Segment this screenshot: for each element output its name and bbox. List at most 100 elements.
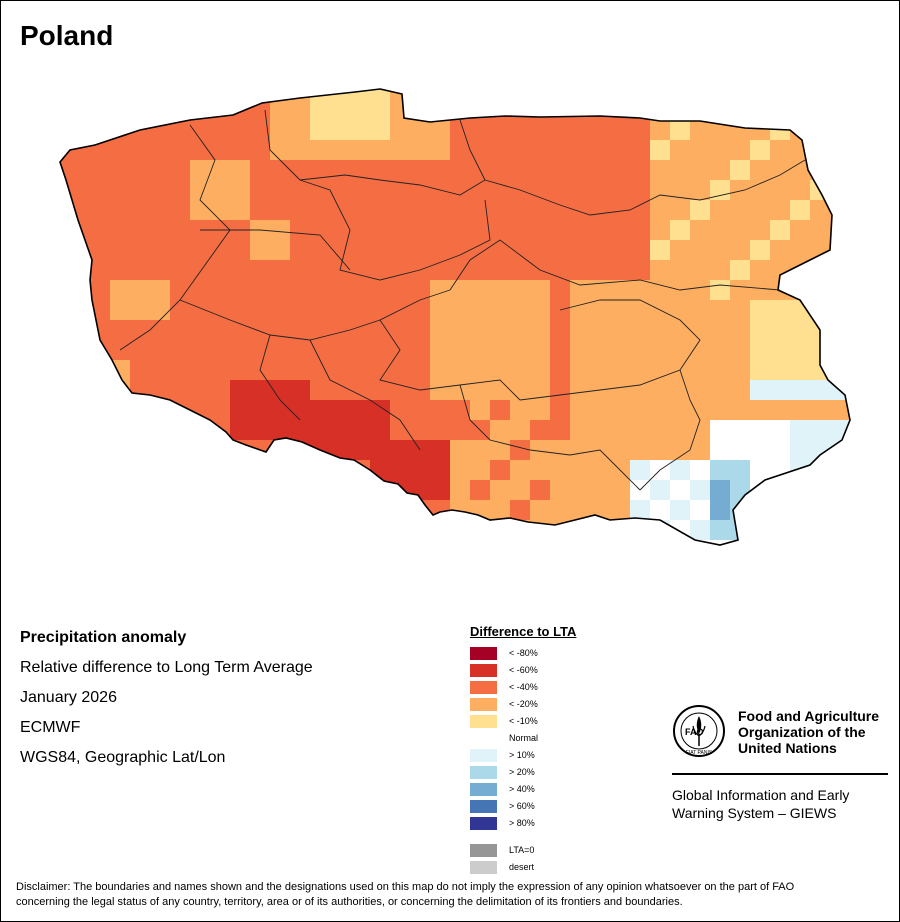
grid-cell xyxy=(570,300,591,321)
grid-cell xyxy=(490,340,511,361)
legend-swatch xyxy=(470,766,497,779)
grid-cell xyxy=(590,540,611,545)
grid-cell xyxy=(250,480,271,501)
grid-cell xyxy=(250,320,271,341)
grid-cell xyxy=(530,160,551,181)
grid-cell xyxy=(770,520,791,541)
grid-cell xyxy=(830,540,850,545)
grid-cell xyxy=(430,340,451,361)
grid-cell xyxy=(810,520,831,541)
grid-cell xyxy=(570,140,591,161)
grid-cell xyxy=(370,89,391,101)
grid-cell xyxy=(470,440,491,461)
grid-cell xyxy=(130,180,151,201)
grid-cell xyxy=(230,140,251,161)
grid-cell xyxy=(250,280,271,301)
legend-item: < -80% xyxy=(470,645,576,662)
grid-cell xyxy=(610,89,631,101)
grid-cell xyxy=(270,89,291,101)
grid-cell xyxy=(250,140,271,161)
grid-cell xyxy=(650,180,671,201)
grid-cell xyxy=(630,400,651,421)
grid-cell xyxy=(170,340,191,361)
grid-cell xyxy=(60,200,71,221)
grid-cell xyxy=(210,500,231,521)
legend-item: > 20% xyxy=(470,764,576,781)
legend-items: < -80% < -60% < -40% < -20% < -10% Normal > 10… xyxy=(470,645,576,832)
giews-label: Global Information and Early Warning Sys… xyxy=(672,786,888,822)
grid-cell xyxy=(170,140,191,161)
grid-cell xyxy=(530,340,551,361)
giews-line2: Warning System – GIEWS xyxy=(672,805,837,821)
grid-cell xyxy=(690,520,711,541)
grid-cell xyxy=(390,540,411,545)
grid-cell xyxy=(60,120,71,141)
grid-cell xyxy=(550,480,571,501)
grid-cell xyxy=(150,260,171,281)
grid-cell xyxy=(750,420,771,441)
grid-cell xyxy=(690,320,711,341)
grid-cell xyxy=(430,400,451,421)
grid-cell xyxy=(630,520,651,541)
grid-cell xyxy=(590,340,611,361)
grid-cell xyxy=(90,160,111,181)
grid-cell xyxy=(510,160,531,181)
grid-cell xyxy=(710,440,731,461)
grid-cell xyxy=(350,340,371,361)
grid-cell xyxy=(410,220,431,241)
grid-cell xyxy=(70,520,91,541)
grid-cell xyxy=(60,89,71,101)
legend-label: LTA=0 xyxy=(509,845,535,855)
grid-cell xyxy=(450,340,471,361)
grid-cell xyxy=(450,420,471,441)
grid-cell xyxy=(110,240,131,261)
grid-cell xyxy=(450,540,471,545)
grid-cell xyxy=(290,220,311,241)
grid-cell xyxy=(710,140,731,161)
grid-cell xyxy=(610,260,631,281)
fao-name-line2: Organization of the xyxy=(738,724,866,740)
grid-cell xyxy=(390,400,411,421)
grid-cell xyxy=(710,280,731,301)
grid-cell xyxy=(330,220,351,241)
grid-cell xyxy=(790,520,811,541)
grid-cell xyxy=(530,140,551,161)
grid-cell xyxy=(670,500,691,521)
grid-cell xyxy=(730,340,751,361)
grid-cell xyxy=(430,480,451,501)
grid-cell xyxy=(370,500,391,521)
grid-cell xyxy=(850,460,871,481)
grid-cell xyxy=(70,89,91,101)
grid-cell xyxy=(810,89,831,101)
grid-cell xyxy=(330,280,351,301)
grid-cell xyxy=(730,480,751,501)
grid-cell xyxy=(230,89,251,101)
grid-cell xyxy=(410,140,431,161)
grid-cell xyxy=(450,200,471,221)
grid-cell xyxy=(210,380,231,401)
grid-cell xyxy=(730,260,751,281)
province-borders xyxy=(119,109,806,491)
grid-cell xyxy=(90,260,111,281)
grid-cell xyxy=(410,400,431,421)
grid-cell xyxy=(60,220,71,241)
grid-cell xyxy=(790,400,811,421)
grid-cell xyxy=(410,300,431,321)
grid-cell xyxy=(530,360,551,381)
grid-cell xyxy=(60,300,71,321)
grid-cell xyxy=(270,460,291,481)
grid-cell xyxy=(110,140,131,161)
grid-cell xyxy=(290,480,311,501)
grid-cell xyxy=(850,320,871,341)
grid-cell xyxy=(290,460,311,481)
grid-cell xyxy=(550,440,571,461)
grid-cell xyxy=(450,160,471,181)
grid-cell xyxy=(270,220,291,241)
grid-cell xyxy=(290,280,311,301)
grid-cell xyxy=(570,100,591,121)
grid-cell xyxy=(430,240,451,261)
grid-cell xyxy=(590,320,611,341)
grid-cell xyxy=(310,280,331,301)
grid-cell xyxy=(630,460,651,481)
grid-cell xyxy=(810,260,831,281)
